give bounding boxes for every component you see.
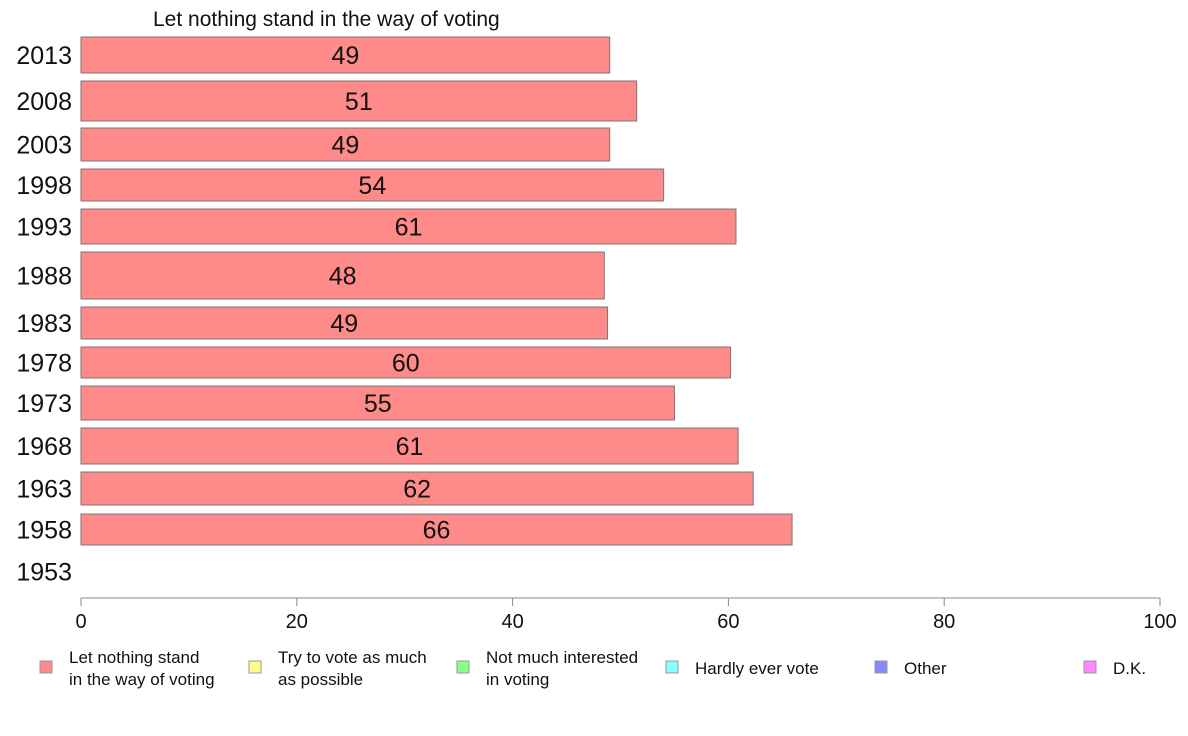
category-label: 2003 [16,132,72,160]
bar [80,127,611,162]
legend-swatch [874,660,888,674]
legend-item: Hardly ever vote [665,659,819,678]
legend-label: as possible [278,670,363,689]
x-tick-label: 60 [717,611,739,633]
legend-swatch [665,660,679,674]
category-label: 2013 [16,42,72,70]
bar [80,208,737,245]
bar [80,251,605,300]
bar [80,80,638,122]
legend-label: Let nothing stand [69,648,199,667]
category-label: 2008 [16,88,72,116]
legend-swatch [248,660,262,674]
data-label: 48 [329,263,357,291]
legend-label: Not much interested [486,648,638,667]
legend-swatch [456,660,470,674]
data-label: 49 [331,132,359,160]
legend-label: Hardly ever vote [695,659,819,678]
data-label: 60 [392,350,420,378]
x-tick-label: 100 [1143,611,1176,633]
category-label: 1993 [16,214,72,242]
legend-item: Try to vote as much as possible [248,648,427,689]
x-tick-label: 20 [286,611,308,633]
bar [80,346,732,379]
legend-swatch [39,660,53,674]
data-label: 55 [364,390,392,418]
data-label: 61 [395,214,423,242]
category-label: 1983 [16,310,72,338]
data-label: 66 [423,517,451,545]
category-label: 1958 [16,517,72,545]
legend-label: Try to vote as much [278,648,427,667]
legend-item: Other [874,659,947,678]
chart-title: Let nothing stand in the way of voting [153,8,500,31]
bar [80,306,609,340]
data-label: 62 [403,476,431,504]
category-label: 1968 [16,433,72,461]
data-label: 49 [331,42,359,70]
x-tick-label: 0 [75,611,86,633]
category-label: 1978 [16,350,72,378]
category-label: 1963 [16,476,72,504]
legend-label: Other [904,659,947,678]
bars-layer [80,36,793,546]
legend-label: in voting [486,670,549,689]
legend-label: in the way of voting [69,670,215,689]
legend-item: Let nothing stand in the way of voting [39,648,215,689]
category-label: 1998 [16,172,72,200]
year-labels: 2013 2008 2003 1998 1993 1988 1983 1978 1973 1968… [16,42,72,587]
bar [80,168,665,202]
bar [80,36,611,74]
legend: Let nothing stand in the way of voting Try… [39,648,1146,689]
data-label: 49 [330,310,358,338]
category-label: 1988 [16,263,72,291]
legend-item: Not much interested in voting [456,648,638,689]
data-label: 61 [396,433,424,461]
x-axis: 0 20 40 60 80 100 [75,597,1177,633]
x-tick-label: 40 [501,611,523,633]
legend-swatch [1083,660,1097,674]
data-label: 54 [358,172,386,200]
category-label: 1953 [16,559,72,587]
category-label: 1973 [16,390,72,418]
bar [80,513,793,546]
x-tick-label: 80 [933,611,955,633]
bar [80,471,754,506]
data-label: 51 [345,88,373,116]
bar [80,385,675,421]
legend-label: D.K. [1113,659,1146,678]
legend-item: D.K. [1083,659,1146,678]
bar [80,427,739,465]
